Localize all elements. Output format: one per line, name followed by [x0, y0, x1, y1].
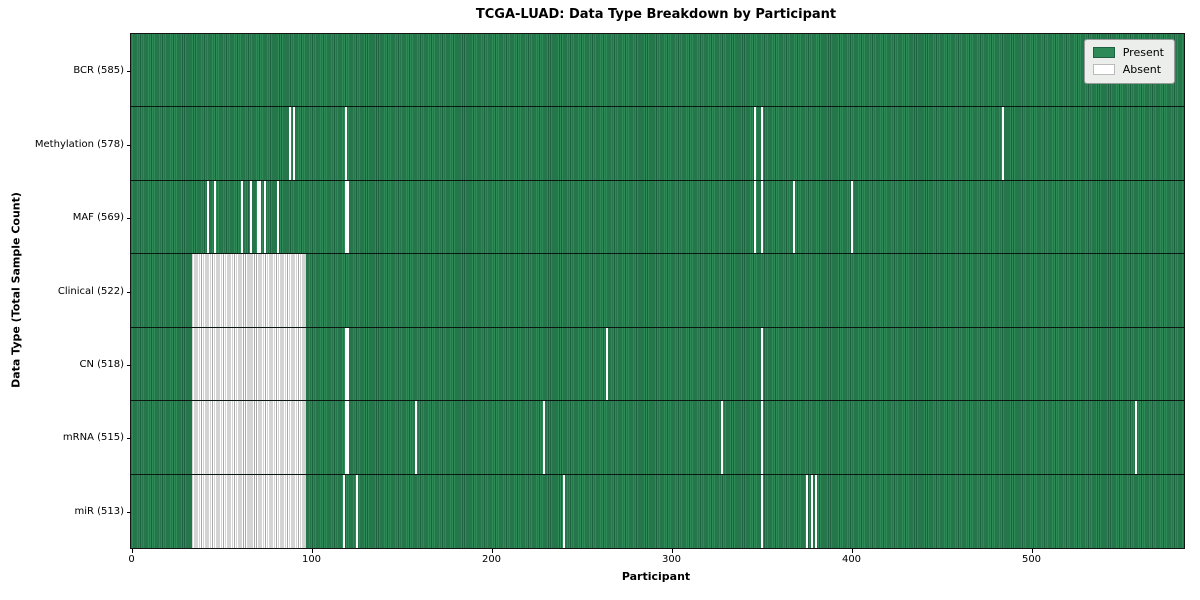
absent-mark: [192, 474, 306, 548]
heatmap-row-clinical: [131, 254, 1184, 328]
x-tick-label: 100: [301, 554, 322, 565]
legend: Present Absent: [1083, 39, 1175, 84]
absent-mark: [213, 180, 216, 254]
x-tick-label: 300: [661, 554, 682, 565]
y-tick-label: Methylation (578): [34, 138, 124, 150]
absent-mark: [761, 327, 763, 401]
absent-mark: [192, 401, 306, 474]
heatmap-row-cn: [131, 327, 1184, 402]
y-tick-mark: [127, 511, 131, 513]
legend-label-present: Present: [1122, 46, 1164, 59]
y-tick-label: miR (513): [74, 505, 124, 517]
absent-mark: [761, 180, 763, 254]
x-tick-mark: [1031, 548, 1033, 553]
absent-mark: [192, 254, 306, 327]
heatmap-row-methylation: [131, 107, 1184, 181]
absent-mark: [563, 474, 565, 548]
absent-mark: [293, 107, 295, 180]
absent-mark: [1135, 401, 1138, 474]
absent-mark: [851, 180, 853, 254]
x-tick-mark: [671, 548, 673, 553]
y-tick-mark: [127, 144, 131, 146]
chart-title: TCGA-LUAD: Data Type Breakdown by Partic…: [475, 7, 837, 22]
heatmap-row-maf: [131, 180, 1184, 255]
y-tick-label: mRNA (515): [62, 432, 124, 444]
absent-mark: [257, 180, 261, 254]
absent-mark: [543, 401, 546, 474]
absent-mark: [192, 327, 306, 401]
x-tick-label: 400: [841, 554, 862, 565]
y-tick-label: CN (518): [79, 358, 124, 370]
absent-mark: [811, 474, 814, 548]
absent-mark: [761, 401, 763, 474]
absent-mark: [276, 180, 279, 254]
x-tick-mark: [491, 548, 493, 553]
absent-mark: [721, 401, 724, 474]
x-axis-label: Participant: [621, 570, 691, 583]
x-tick-label: 200: [481, 554, 502, 565]
y-tick-mark: [127, 71, 131, 73]
absent-mark: [753, 107, 756, 180]
absent-mark: [345, 327, 349, 401]
absent-mark: [264, 180, 267, 254]
absent-mark: [345, 107, 348, 180]
x-tick-mark: [851, 548, 853, 553]
legend-swatch-present: [1092, 47, 1115, 58]
absent-mark: [1002, 107, 1005, 180]
legend-swatch-absent: [1092, 64, 1115, 75]
absent-mark: [345, 401, 349, 474]
heatmap-row-mrna: [131, 401, 1184, 475]
absent-mark: [343, 474, 346, 548]
y-tick-mark: [127, 291, 131, 293]
y-tick-mark: [127, 364, 131, 366]
heatmap-rows: [131, 34, 1184, 548]
x-tick-mark: [311, 548, 313, 553]
absent-mark: [761, 107, 763, 180]
y-tick-mark: [127, 218, 131, 220]
heatmap-row-bcr: [131, 34, 1184, 108]
legend-item-absent: Absent: [1092, 63, 1164, 76]
y-tick-label: MAF (569): [72, 212, 124, 224]
absent-mark: [356, 474, 358, 548]
y-tick-label: Clinical (522): [57, 285, 124, 297]
x-tick-mark: [131, 548, 133, 553]
x-tick-label: 500: [1021, 554, 1042, 565]
absent-mark: [606, 327, 609, 401]
x-tick-label: 0: [128, 554, 135, 565]
legend-item-present: Present: [1092, 46, 1164, 59]
y-tick-label: BCR (585): [73, 65, 124, 77]
absent-mark: [206, 180, 209, 254]
absent-mark: [289, 107, 292, 180]
absent-mark: [415, 401, 418, 474]
absent-mark: [345, 180, 349, 254]
plot-area: Present Absent: [130, 33, 1185, 549]
legend-label-absent: Absent: [1122, 63, 1162, 76]
y-tick-mark: [127, 438, 131, 440]
heatmap-row-mir: [131, 474, 1184, 548]
absent-mark: [793, 180, 796, 254]
absent-mark: [815, 474, 817, 548]
absent-mark: [761, 474, 763, 548]
absent-mark: [806, 474, 808, 548]
absent-mark: [249, 180, 252, 254]
absent-mark: [240, 180, 243, 254]
absent-mark: [753, 180, 756, 254]
